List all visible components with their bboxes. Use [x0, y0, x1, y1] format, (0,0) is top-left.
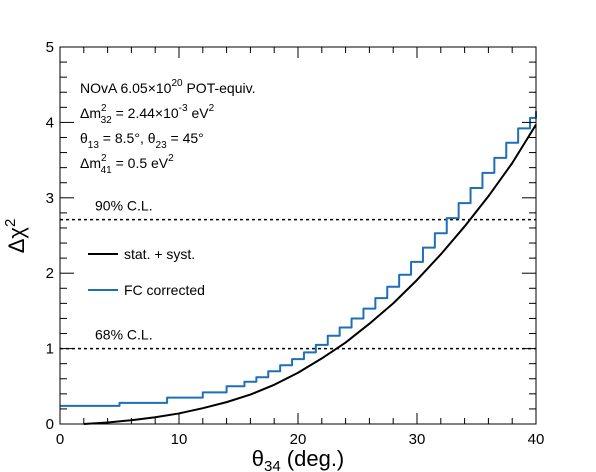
- series-line-fc-corrected: [60, 111, 537, 407]
- annotation-dm32: Δm2 32 = 2.44×10-3 eV2: [80, 103, 215, 126]
- x-axis-label: θ34 (deg.): [252, 446, 345, 472]
- y-axis-label: Δχ2: [2, 219, 29, 254]
- y-tick-label: 2: [46, 265, 54, 282]
- reference-line-label: 90% C.L.: [95, 198, 153, 214]
- legend: stat. + syst. FC corrected: [88, 246, 205, 298]
- y-tick-label: 3: [46, 190, 54, 207]
- x-tick-label: 10: [171, 431, 188, 448]
- annotation-thetas: θ13 = 8.5°, θ23 = 45°: [80, 130, 204, 151]
- reference-lines: 90% C.L. 68% C.L.: [60, 198, 536, 350]
- x-tick-label: 0: [56, 431, 64, 448]
- annotations: NOvA 6.05×1020 POT-equiv. Δm2 32 = 2.44×1…: [80, 78, 255, 176]
- annotation-exposure: NOvA 6.05×1020 POT-equiv.: [80, 78, 255, 96]
- x-tick-label: 20: [290, 431, 307, 448]
- annotation-dm41: Δm2 41 = 0.5 eV2: [80, 153, 174, 176]
- reference-line-label: 68% C.L.: [95, 327, 153, 343]
- y-tick-label: 4: [46, 114, 54, 131]
- y-tick-label: 1: [46, 341, 54, 358]
- x-tick-label: 30: [409, 431, 426, 448]
- legend-label-fc-corrected: FC corrected: [124, 282, 205, 298]
- y-tick-label: 5: [46, 39, 54, 56]
- y-tick-label: 0: [46, 416, 54, 433]
- axis-ticks: 0 10 20 30 40 0 1 2 3 4 5: [46, 39, 545, 448]
- series-line-stat-syst: [83, 124, 537, 425]
- x-tick-label: 40: [528, 431, 545, 448]
- series-group: [60, 111, 537, 425]
- legend-label-stat-syst: stat. + syst.: [124, 246, 195, 262]
